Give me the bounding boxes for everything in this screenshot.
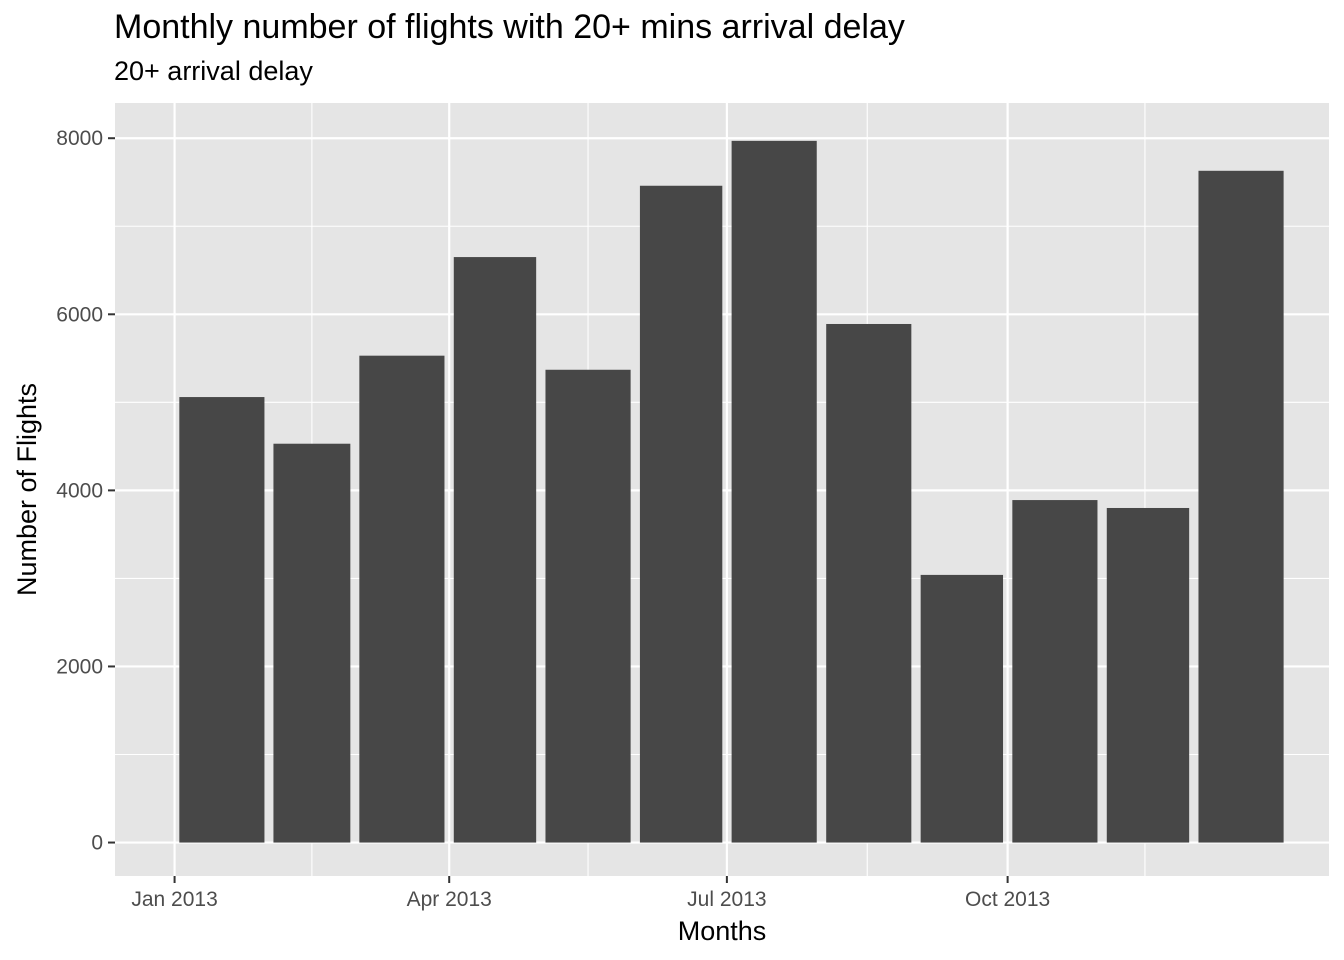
bar	[639, 185, 723, 843]
bar	[1012, 500, 1098, 843]
bar	[1198, 170, 1284, 843]
x-tick-label: Jan 2013	[131, 888, 217, 911]
y-axis-title: Number of Flights	[12, 383, 42, 596]
bar	[359, 355, 445, 843]
bar	[920, 574, 1004, 843]
x-axis: Jan 2013 Apr 2013 Jul 2013 Oct 2013	[131, 876, 1050, 911]
bar	[453, 257, 537, 843]
bar	[179, 397, 265, 843]
bar	[826, 323, 912, 843]
bar	[731, 140, 817, 843]
x-tick-label: Apr 2013	[407, 888, 492, 911]
chart-subtitle: 20+ arrival delay	[114, 56, 313, 86]
bar	[273, 443, 351, 843]
x-axis-title: Months	[678, 916, 767, 946]
y-axis: 0 2000 4000 6000 8000	[56, 127, 115, 855]
y-tick-label: 0	[91, 832, 103, 855]
x-tick-label: Jul 2013	[687, 888, 766, 911]
y-tick-label: 8000	[56, 127, 103, 150]
x-tick-label: Oct 2013	[965, 888, 1050, 911]
y-tick-label: 6000	[56, 303, 103, 326]
bar	[1106, 507, 1190, 843]
bar	[545, 369, 631, 843]
y-tick-label: 2000	[56, 655, 103, 678]
bars	[179, 140, 1284, 843]
chart-title: Monthly number of flights with 20+ mins …	[114, 8, 905, 46]
y-tick-label: 4000	[56, 479, 103, 502]
